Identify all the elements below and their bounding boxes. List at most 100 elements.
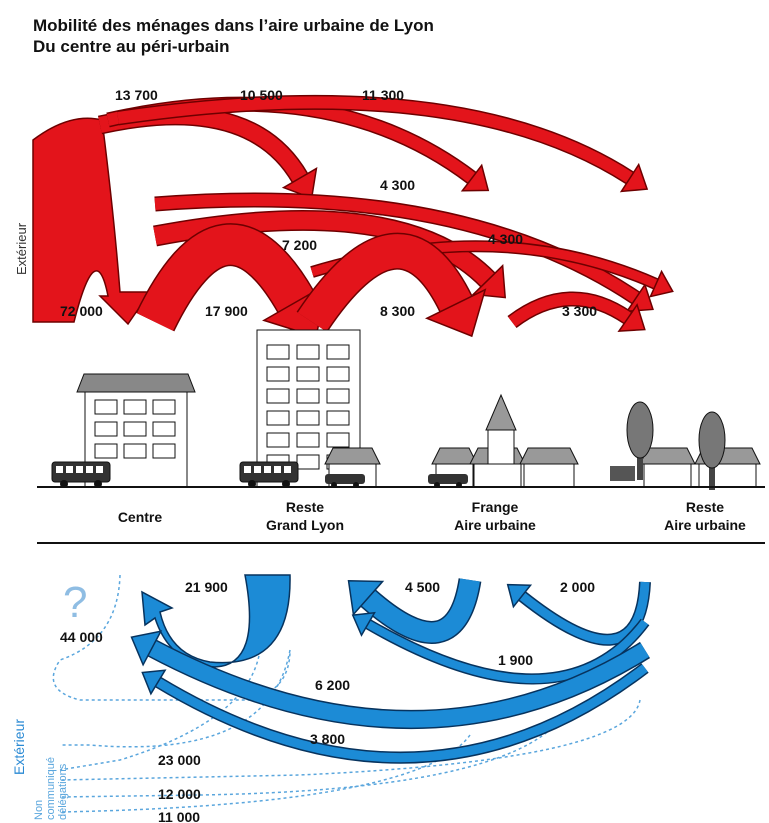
- note-label: communiqué: [45, 757, 57, 820]
- subtitle: Du centre au péri-urbain: [33, 37, 229, 56]
- window: [266, 388, 290, 404]
- blue-flows: [52, 574, 651, 813]
- trunk: [709, 460, 715, 490]
- arrowhead: [625, 283, 654, 313]
- flow-body: [508, 293, 632, 327]
- arrowhead: [424, 288, 487, 338]
- flow-body: [365, 619, 649, 683]
- flow-label: 12 000: [158, 786, 201, 802]
- zone-label: Grand Lyon: [266, 517, 344, 533]
- flow-label: 21 900: [185, 579, 228, 595]
- flow-body: [148, 640, 650, 728]
- window: [326, 366, 350, 382]
- flow-label: 13 700: [115, 87, 158, 103]
- tree: [626, 401, 654, 459]
- window: [152, 421, 176, 437]
- note-label: Non: [33, 800, 45, 820]
- zone-label: Frange: [472, 499, 519, 515]
- dotted-flow: [59, 649, 261, 771]
- flow-body: [361, 578, 480, 643]
- bus-window: [76, 466, 83, 473]
- question-mark: ?: [63, 578, 87, 627]
- house: [643, 463, 692, 488]
- window: [296, 410, 320, 426]
- window: [326, 388, 350, 404]
- bus-window: [96, 466, 103, 473]
- bus-window: [86, 466, 93, 473]
- zone-label: Centre: [118, 509, 163, 525]
- flow-label: 72 000: [60, 303, 103, 319]
- flow-label: 4 300: [380, 177, 415, 193]
- house: [473, 463, 522, 488]
- flow-body: [297, 234, 472, 332]
- roof: [431, 447, 478, 465]
- window: [266, 432, 290, 448]
- flow-label: 3 800: [310, 731, 345, 747]
- window: [152, 443, 176, 459]
- window: [94, 421, 118, 437]
- dotted-flow: [59, 699, 641, 781]
- window: [266, 410, 290, 426]
- window: [326, 432, 350, 448]
- bus-window: [56, 466, 63, 473]
- side-label: Extérieur: [14, 222, 29, 275]
- house: [523, 463, 575, 488]
- roof: [324, 447, 381, 465]
- title: Mobilité des ménages dans l’aire urbaine…: [33, 16, 434, 35]
- flow-label: 23 000: [158, 752, 201, 768]
- scene: [51, 329, 761, 490]
- bus-window: [254, 466, 261, 473]
- arrowhead: [471, 264, 507, 299]
- window: [94, 399, 118, 415]
- flow-label: 7 200: [282, 237, 317, 253]
- arrowhead: [617, 303, 646, 333]
- arrowhead: [141, 669, 167, 696]
- trunk: [637, 450, 643, 480]
- bus-window: [274, 466, 281, 473]
- tree: [698, 411, 726, 469]
- window: [123, 443, 147, 459]
- arrowhead: [460, 163, 490, 192]
- bus-window: [66, 466, 73, 473]
- flow-body: [117, 96, 634, 184]
- zone-label: Reste: [286, 499, 324, 515]
- bus-window: [264, 466, 271, 473]
- window: [326, 344, 350, 360]
- arrowhead: [347, 579, 385, 617]
- flow-label: 17 900: [205, 303, 248, 319]
- church: [487, 429, 515, 465]
- window: [296, 432, 320, 448]
- window: [296, 388, 320, 404]
- car: [428, 474, 468, 484]
- window: [94, 443, 118, 459]
- window: [266, 344, 290, 360]
- flow-label: 3 300: [562, 303, 597, 319]
- bus-window: [244, 466, 251, 473]
- flow-body: [141, 574, 291, 668]
- arrowhead: [351, 611, 376, 637]
- flow-body: [154, 193, 640, 303]
- window: [296, 344, 320, 360]
- flow-label: 11 300: [362, 87, 404, 103]
- red-flows: [32, 94, 674, 338]
- flow-body: [32, 117, 152, 326]
- note-label: délégations: [57, 763, 69, 820]
- house: [698, 463, 757, 488]
- arrowhead: [506, 583, 533, 609]
- flow-label: 6 200: [315, 677, 350, 693]
- side-label: Extérieur: [11, 719, 27, 775]
- window: [123, 399, 147, 415]
- window: [296, 366, 320, 382]
- zone-label: Aire urbaine: [664, 517, 746, 533]
- dotted-flow: [60, 649, 291, 748]
- flow-body: [137, 224, 314, 331]
- steeple: [485, 393, 517, 431]
- roof: [76, 373, 196, 393]
- zone-label: Aire urbaine: [454, 517, 536, 533]
- arrowhead: [649, 269, 674, 298]
- flow-body: [155, 664, 648, 763]
- zone-label: Reste: [686, 499, 724, 515]
- flow-label: 2 000: [560, 579, 595, 595]
- arrowhead: [130, 630, 163, 667]
